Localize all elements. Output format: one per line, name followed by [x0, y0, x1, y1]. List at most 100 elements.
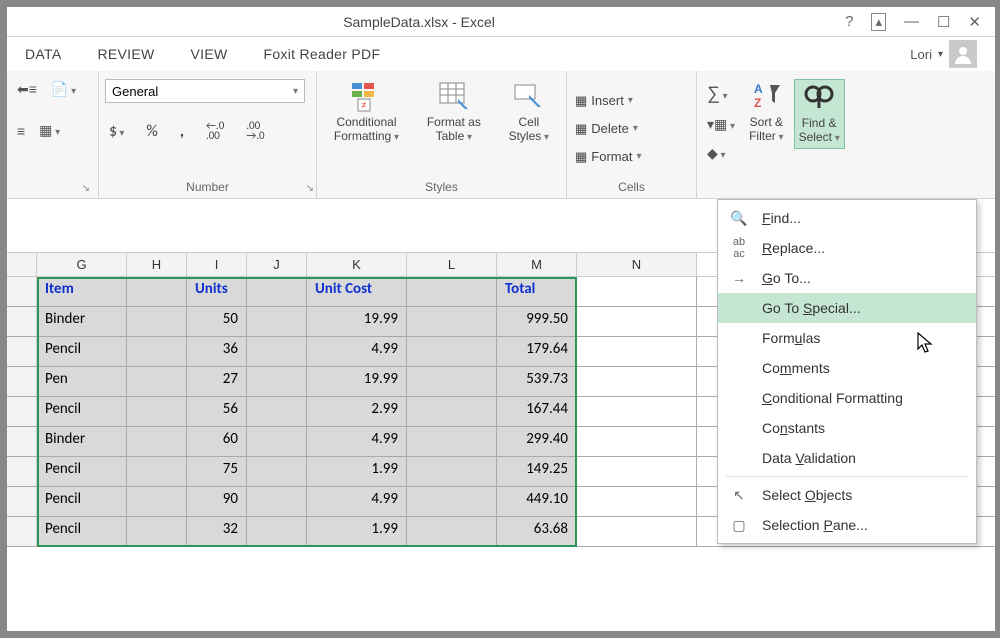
data-cell[interactable]: 75 [187, 457, 247, 486]
data-cell[interactable] [247, 337, 307, 366]
data-cell[interactable]: 4.99 [307, 487, 407, 516]
data-cell[interactable] [577, 307, 697, 336]
data-cell[interactable]: 63.68 [497, 517, 577, 546]
data-cell[interactable]: Binder [37, 307, 127, 336]
data-cell[interactable]: 56 [187, 397, 247, 426]
menu-data-validation[interactable]: Data Validation [718, 443, 976, 473]
data-cell[interactable] [127, 517, 187, 546]
header-cell[interactable] [577, 277, 697, 306]
data-cell[interactable] [407, 367, 497, 396]
conditional-formatting-button[interactable]: ≠ Conditional Formatting [330, 79, 403, 147]
column-header[interactable]: M [497, 253, 577, 276]
format-as-table-button[interactable]: Format as Table [423, 79, 485, 147]
increase-decimal-icon[interactable]: ←.0 .00 [202, 121, 228, 141]
menu-comments[interactable]: Comments [718, 353, 976, 383]
find-select-button[interactable]: Find & Select [794, 79, 845, 149]
tab-view[interactable]: VIEW [191, 46, 228, 62]
data-cell[interactable] [407, 517, 497, 546]
delete-cells-button[interactable]: ▦ Delete ▾ [573, 120, 640, 138]
data-cell[interactable] [127, 337, 187, 366]
data-cell[interactable]: 999.50 [497, 307, 577, 336]
data-cell[interactable] [127, 457, 187, 486]
data-cell[interactable]: 36 [187, 337, 247, 366]
column-header[interactable]: I [187, 253, 247, 276]
data-cell[interactable] [247, 487, 307, 516]
data-cell[interactable] [577, 487, 697, 516]
data-cell[interactable]: 1.99 [307, 457, 407, 486]
data-cell[interactable]: 27 [187, 367, 247, 396]
data-cell[interactable] [577, 457, 697, 486]
tab-data[interactable]: DATA [25, 46, 61, 62]
header-cell[interactable]: Unit Cost [307, 277, 407, 306]
data-cell[interactable] [247, 397, 307, 426]
help-icon[interactable]: ? [845, 13, 853, 30]
decrease-indent-icon[interactable]: ⬅≡ [13, 79, 41, 100]
format-cells-button[interactable]: ▦ Format ▾ [573, 148, 644, 166]
data-cell[interactable]: 32 [187, 517, 247, 546]
data-cell[interactable]: Binder [37, 427, 127, 456]
column-header[interactable]: L [407, 253, 497, 276]
data-cell[interactable]: 449.10 [497, 487, 577, 516]
maximize-icon[interactable]: ☐ [937, 13, 950, 31]
data-cell[interactable] [247, 367, 307, 396]
data-cell[interactable] [577, 397, 697, 426]
data-cell[interactable]: 4.99 [307, 337, 407, 366]
column-header[interactable]: G [37, 253, 127, 276]
decrease-decimal-icon[interactable]: .00 →.0 [242, 121, 268, 141]
header-cell[interactable] [407, 277, 497, 306]
data-cell[interactable] [407, 397, 497, 426]
sort-filter-button[interactable]: AZ Sort & Filter [745, 79, 787, 147]
data-cell[interactable] [577, 337, 697, 366]
menu-conditional-formatting[interactable]: Conditional Formatting [718, 383, 976, 413]
data-cell[interactable] [407, 457, 497, 486]
data-cell[interactable]: Pencil [37, 337, 127, 366]
autosum-icon[interactable]: ∑ [703, 81, 739, 106]
data-cell[interactable] [247, 307, 307, 336]
data-cell[interactable] [577, 517, 697, 546]
data-cell[interactable]: 90 [187, 487, 247, 516]
tab-foxit[interactable]: Foxit Reader PDF [263, 46, 380, 62]
data-cell[interactable] [577, 427, 697, 456]
header-cell[interactable]: Item [37, 277, 127, 306]
column-header[interactable]: J [247, 253, 307, 276]
minimize-icon[interactable]: — [904, 13, 919, 30]
menu-find[interactable]: 🔍 Find... [718, 203, 976, 233]
ribbon-display-icon[interactable]: ▴ [871, 13, 886, 31]
menu-formulas[interactable]: Formulas [718, 323, 976, 353]
wrap-text-icon[interactable]: 📄 [47, 79, 80, 100]
menu-select-objects[interactable]: ↖ Select Objects [718, 480, 976, 510]
header-cell[interactable] [247, 277, 307, 306]
data-cell[interactable]: 167.44 [497, 397, 577, 426]
data-cell[interactable]: Pencil [37, 457, 127, 486]
data-cell[interactable] [407, 337, 497, 366]
data-cell[interactable] [127, 307, 187, 336]
data-cell[interactable]: 50 [187, 307, 247, 336]
data-cell[interactable] [247, 427, 307, 456]
data-cell[interactable]: 19.99 [307, 307, 407, 336]
close-icon[interactable]: ✕ [968, 13, 981, 31]
data-cell[interactable]: 19.99 [307, 367, 407, 396]
menu-goto[interactable]: → Go To... [718, 263, 976, 293]
data-cell[interactable]: 60 [187, 427, 247, 456]
data-cell[interactable]: 179.64 [497, 337, 577, 366]
data-cell[interactable]: 1.99 [307, 517, 407, 546]
data-cell[interactable] [127, 397, 187, 426]
comma-icon[interactable]: , [176, 122, 188, 141]
data-cell[interactable]: 299.40 [497, 427, 577, 456]
menu-constants[interactable]: Constants [718, 413, 976, 443]
data-cell[interactable]: 539.73 [497, 367, 577, 396]
data-cell[interactable] [407, 427, 497, 456]
data-cell[interactable]: 2.99 [307, 397, 407, 426]
column-header[interactable]: N [577, 253, 697, 276]
insert-cells-button[interactable]: ▦ Insert ▾ [573, 92, 635, 110]
merge-icon[interactable]: ▦ [35, 120, 64, 141]
data-cell[interactable] [407, 307, 497, 336]
data-cell[interactable] [407, 487, 497, 516]
user-area[interactable]: Lori ▾ [910, 40, 977, 68]
menu-replace[interactable]: abac Replace... [718, 233, 976, 263]
alignment-launcher-icon[interactable]: ↘ [82, 183, 90, 194]
data-cell[interactable]: 149.25 [497, 457, 577, 486]
data-cell[interactable]: Pencil [37, 487, 127, 516]
data-cell[interactable] [127, 367, 187, 396]
menu-goto-special[interactable]: Go To Special... [718, 293, 976, 323]
